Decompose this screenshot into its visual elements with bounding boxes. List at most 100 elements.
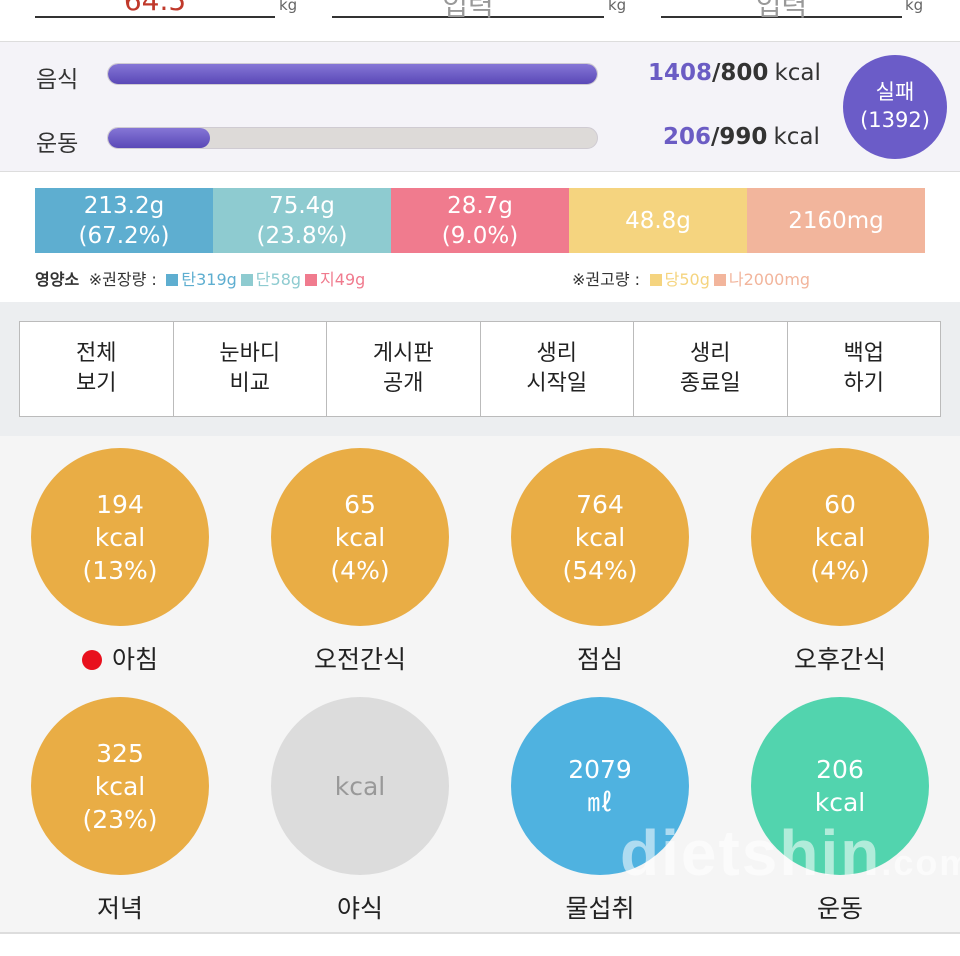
nutrient-amount: 28.7g [447, 192, 513, 219]
meal-percent: (4%) [810, 555, 870, 585]
weight-unit: kg [608, 0, 627, 14]
meal-label: 점심 [510, 640, 690, 676]
legend-note: ※권고량 : [572, 270, 641, 289]
menu-button-label: 눈바디 [219, 341, 281, 366]
meal-water[interactable]: 2079 ㎖ 물섭취 [510, 697, 690, 925]
menu-button-row: 전체 보기 눈바디 비교 게시판 공개 생리 시작일 생리 종료일 백업 하기 [19, 321, 941, 417]
nutrient-segment: 48.8g [569, 188, 747, 253]
meal-value: 764 [576, 489, 624, 519]
nutrient-percent: (9.0%) [441, 222, 519, 249]
recommended-legend: 영양소 ※권장량 : 탄319g 단58g 지49g [35, 266, 365, 290]
meal-label: 오전간식 [270, 640, 450, 676]
alert-dot-icon [81, 650, 102, 670]
legend-item-label: 나2000mg [728, 270, 811, 289]
nutrient-amount: 75.4g [269, 192, 335, 219]
legend-title: 영양소 [35, 270, 80, 289]
nutrient-segment: 75.4g (23.8%) [213, 188, 391, 253]
meal-unit: kcal [94, 522, 146, 552]
watermark: dietshin.com [620, 816, 960, 890]
menu-button-label: 비교 [229, 371, 270, 396]
other-weight-field[interactable]: 입력 [661, 0, 902, 22]
meal-morning-snack[interactable]: 65 kcal (4%) 오전간식 [270, 448, 450, 676]
nutrient-percent: (23.8%) [256, 222, 348, 249]
nutrient-bar: 213.2g (67.2%) 75.4g (23.8%) 28.7g (9.0%) 48.8… [35, 188, 925, 253]
legend-item: 단58g [240, 270, 301, 289]
legend-swatch [305, 274, 318, 286]
menu-button-label: 시작일 [526, 371, 588, 396]
legend-item: 당50g [649, 270, 710, 289]
meal-breakfast[interactable]: 194 kcal (13%) 아침 [30, 448, 210, 676]
meal-circle[interactable]: 764 kcal (54%) [511, 448, 689, 626]
advised-legend: ※권고량 : 당50g 나2000mg [568, 266, 810, 290]
exercise-progress-bar [107, 127, 598, 149]
period-start-button[interactable]: 생리 시작일 [481, 322, 634, 416]
meal-circle[interactable]: kcal [271, 697, 449, 875]
meal-unit: kcal [334, 771, 386, 801]
food-unit: kcal [774, 60, 821, 86]
meal-value: 65 [344, 489, 376, 519]
target-weight-field[interactable]: 입력 [332, 0, 604, 22]
menu-section: 전체 보기 눈바디 비교 게시판 공개 생리 시작일 생리 종료일 백업 하기 [0, 302, 960, 436]
meal-value: 325 [96, 738, 144, 768]
meal-unit: kcal [814, 788, 866, 817]
meal-circle[interactable]: 206 kcal [751, 697, 929, 875]
meal-label-text: 오전간식 [313, 645, 406, 674]
food-progress-bar [107, 63, 598, 85]
meal-label-text: 오후간식 [793, 645, 886, 674]
meal-unit: kcal [814, 522, 866, 552]
legend-note: ※권장량 : [88, 270, 157, 289]
nutrient-amount: 213.2g [83, 192, 165, 219]
period-end-button[interactable]: 생리 종료일 [634, 322, 788, 416]
exercise-progress-fill [108, 128, 210, 148]
status-badge: 실패 (1392) [843, 55, 947, 159]
meal-circle[interactable]: 194 kcal (13%) [31, 448, 209, 626]
meal-label: 야식 [270, 889, 450, 925]
meal-unit: kcal [334, 522, 386, 552]
food-calories: 1408/800 kcal [648, 60, 821, 86]
meal-afternoon-snack[interactable]: 60 kcal (4%) 오후간식 [750, 448, 930, 676]
legend-item-label: 당50g [664, 270, 710, 289]
meal-dinner[interactable]: 325 kcal (23%) 저녁 [30, 697, 210, 925]
meal-label-text: 저녁 [96, 894, 143, 923]
exercise-current: 206 [663, 124, 712, 150]
menu-button-label: 하기 [843, 371, 884, 396]
legend-item: 지49g [305, 270, 365, 289]
view-all-button[interactable]: 전체 보기 [20, 322, 174, 416]
meal-circle[interactable]: 60 kcal (4%) [751, 448, 929, 626]
meal-unit: kcal [94, 771, 146, 801]
meal-value: 2079 [568, 755, 632, 784]
other-weight-placeholder: 입력 [755, 0, 808, 22]
meal-late-snack[interactable]: kcal 야식 [270, 697, 450, 925]
meal-lunch[interactable]: 764 kcal (54%) 점심 [510, 448, 690, 676]
backup-button[interactable]: 백업 하기 [788, 322, 941, 416]
meal-circle[interactable]: 325 kcal (23%) [31, 697, 209, 875]
legend-item: 나2000mg [713, 270, 811, 289]
legend-item: 탄319g [166, 270, 237, 289]
meal-label: 오후간식 [750, 640, 930, 676]
meal-circle[interactable]: 65 kcal (4%) [271, 448, 449, 626]
current-weight-field[interactable]: 64.5 [35, 0, 275, 18]
exercise-label: 운동 [36, 131, 79, 157]
food-target: 800 [720, 60, 769, 86]
meal-percent: (13%) [82, 555, 158, 585]
meal-label-text: 점심 [576, 645, 623, 674]
meal-percent: (54%) [562, 555, 638, 585]
target-weight-placeholder: 입력 [442, 0, 494, 22]
food-progress-fill [108, 64, 597, 84]
meal-exercise[interactable]: 206 kcal 운동 [750, 697, 930, 925]
food-label: 음식 [36, 67, 79, 93]
board-public-button[interactable]: 게시판 공개 [327, 322, 481, 416]
legend-swatch [649, 274, 662, 286]
exercise-calories: 206/990 kcal [663, 124, 820, 150]
nutrient-segment: 28.7g (9.0%) [391, 188, 569, 253]
meal-percent: (23%) [82, 804, 158, 834]
meal-label-text: 운동 [816, 894, 863, 923]
watermark-suffix: .com [881, 842, 960, 883]
legend-swatch [240, 274, 253, 286]
nutrient-percent: (67.2%) [78, 222, 170, 249]
meal-value: 206 [816, 755, 864, 784]
meal-label-text: 물섭취 [565, 894, 635, 923]
nutrient-amount: 2160mg [788, 207, 884, 234]
meal-circle[interactable]: 2079 ㎖ [511, 697, 689, 875]
